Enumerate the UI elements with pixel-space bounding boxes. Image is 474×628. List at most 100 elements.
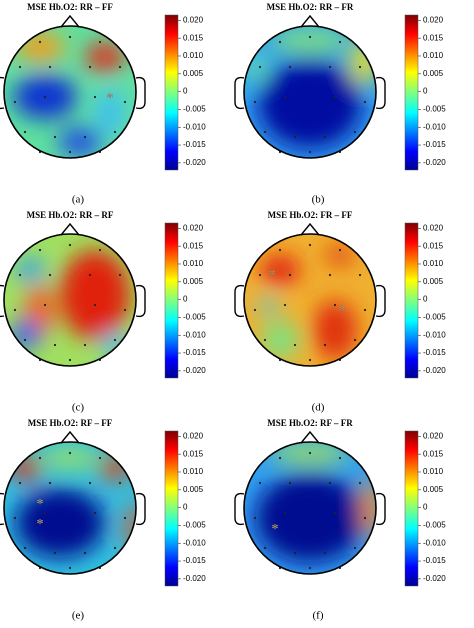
colorbar-tick-label: 0.010 <box>423 259 444 268</box>
electrode <box>323 135 327 139</box>
electrode <box>98 248 102 252</box>
ear <box>234 76 245 110</box>
head <box>3 233 137 367</box>
panel: MSE Hb.O2: RR – RF 0.020 0.015 0.010 0.005 0 -… <box>0 210 206 414</box>
ear <box>234 284 245 318</box>
colorbar-tick-label: -0.005 <box>423 313 446 322</box>
electrode <box>83 135 87 139</box>
electrode <box>23 130 27 134</box>
electrode <box>333 511 337 515</box>
blob <box>60 250 130 340</box>
electrode <box>263 130 267 134</box>
blob <box>260 255 300 285</box>
head <box>243 25 377 159</box>
colorbar <box>404 430 419 587</box>
colorbar-tick-label: -0.005 <box>423 105 446 114</box>
electrode <box>53 551 57 555</box>
electrode <box>93 95 97 99</box>
electrode <box>123 100 127 104</box>
electrode <box>308 243 312 247</box>
head <box>3 441 137 575</box>
head <box>243 441 377 575</box>
nose <box>300 14 320 28</box>
electrode <box>253 516 257 520</box>
electrode <box>363 100 367 104</box>
colorbar-tick-label: 0 <box>183 87 188 96</box>
electrode <box>53 135 57 139</box>
electrode <box>68 566 72 570</box>
colorbar-tick-label: 0.020 <box>183 431 204 440</box>
colorbar-tick-label: -0.020 <box>423 158 446 167</box>
electrode <box>363 516 367 520</box>
colorbar-tick-label: 0.010 <box>183 259 204 268</box>
colorbar-tick-label: 0.010 <box>183 51 204 60</box>
blob <box>85 42 125 72</box>
electrode <box>293 135 297 139</box>
colorbar-tick-label: -0.020 <box>423 366 446 375</box>
colorbar-tick-label: 0 <box>423 503 428 512</box>
colorbar-tick-label: 0.010 <box>183 467 204 476</box>
colorbar-tick-label: 0.005 <box>423 277 444 286</box>
electrode <box>308 150 312 154</box>
electrode <box>288 65 292 69</box>
electrode <box>88 273 92 277</box>
electrode <box>93 511 97 515</box>
electrode <box>363 308 367 312</box>
electrode <box>18 481 22 485</box>
blob <box>325 245 355 265</box>
electrode <box>83 551 87 555</box>
nose <box>60 14 80 28</box>
colorbar-tick-label: -0.005 <box>183 105 206 114</box>
electrode <box>293 551 297 555</box>
nose <box>300 430 320 444</box>
colorbar <box>164 430 179 587</box>
head <box>243 233 377 367</box>
asterisk: * <box>269 268 276 283</box>
blob <box>350 40 376 84</box>
electrode <box>68 243 72 247</box>
electrode <box>263 546 267 550</box>
blobs <box>255 443 376 563</box>
electrode <box>308 566 312 570</box>
colorbar-tick-label: -0.005 <box>183 313 206 322</box>
colorbar-tick-label: -0.020 <box>423 574 446 583</box>
electrode <box>288 273 292 277</box>
electrode <box>38 248 42 252</box>
colorbar-tick-label: -0.015 <box>423 140 446 149</box>
electrode <box>253 100 257 104</box>
panel: MSE Hb.O2: RR – FR 0.020 0.015 0.010 0.005 0 -… <box>234 2 446 206</box>
colorbar-tick-label: -0.010 <box>183 330 206 339</box>
electrode <box>93 303 97 307</box>
electrode <box>288 481 292 485</box>
panel-title: MSE Hb.O2: FR – FF <box>268 210 353 220</box>
colorbar-tick-label: 0.005 <box>423 485 444 494</box>
ear <box>135 492 146 526</box>
blob <box>15 488 105 558</box>
blob <box>15 258 45 282</box>
blob <box>58 127 102 157</box>
electrode <box>118 273 122 277</box>
electrode <box>283 303 287 307</box>
ear <box>135 284 146 318</box>
electrode <box>328 481 332 485</box>
blob <box>255 473 365 563</box>
electrode <box>338 248 342 252</box>
electrode <box>113 338 117 342</box>
colorbar-tick-label: 0.020 <box>423 15 444 24</box>
electrode <box>98 456 102 460</box>
colorbar-tick-label: -0.005 <box>423 521 446 530</box>
blob <box>270 28 350 52</box>
electrode <box>263 338 267 342</box>
electrode <box>253 308 257 312</box>
colorbar-tick-label: -0.015 <box>183 556 206 565</box>
asterisk: * <box>272 522 279 537</box>
electrode <box>88 65 92 69</box>
colorbar-tick-label: 0.015 <box>183 449 204 458</box>
electrode <box>123 516 127 520</box>
panel-label: (a) <box>72 194 85 206</box>
blob <box>95 87 125 137</box>
electrode <box>53 343 57 347</box>
electrode <box>13 100 17 104</box>
head <box>3 25 137 159</box>
electrode <box>23 546 27 550</box>
